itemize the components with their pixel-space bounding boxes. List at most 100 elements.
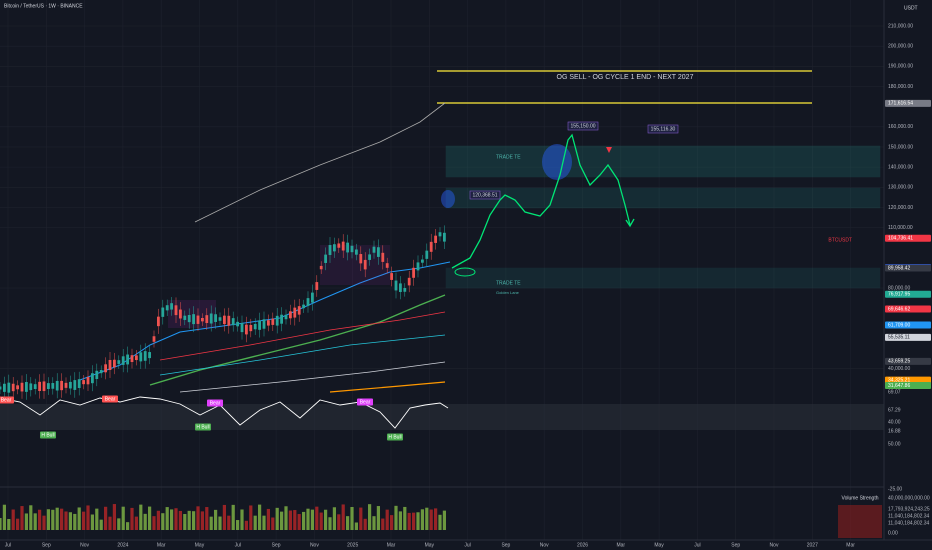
volume-bar (130, 507, 134, 530)
volume-bar (222, 504, 226, 530)
ma-red (159, 311, 446, 361)
volume-bar (24, 513, 28, 530)
price-tick-label: 180,000.00 (888, 84, 913, 90)
candle-body (130, 355, 134, 363)
time-tick-label: 2027 (807, 542, 818, 548)
volume-bar (11, 509, 15, 530)
price-tick-label: 120,000.00 (888, 205, 913, 211)
candle-body (11, 383, 15, 392)
candle-body (293, 307, 297, 318)
candle-body (434, 235, 437, 243)
volume-bar (134, 516, 138, 530)
price-badge (885, 376, 931, 384)
indicator-label-box (207, 399, 223, 407)
indicator-label-box (357, 398, 373, 406)
price-badge (885, 264, 931, 272)
volume-bar (249, 505, 253, 530)
volume-bar (73, 513, 77, 530)
candle-body (82, 380, 85, 385)
volume-bars (0, 504, 446, 530)
price-badge-label: 104,736.41 (888, 236, 913, 242)
candle-body (91, 373, 94, 384)
price-tick-label: 190,000.00 (888, 64, 913, 70)
volume-bar (319, 512, 323, 530)
candle-body (368, 254, 371, 260)
indicator-tick-label: 67.29 (888, 407, 901, 413)
volume-bar (205, 507, 209, 530)
volume-bar (55, 507, 59, 530)
volume-bar (60, 508, 64, 530)
indicator-label: H Bull (388, 434, 401, 440)
candle-body (249, 324, 253, 332)
price-badge-label: 34,325.21 (888, 377, 910, 383)
candle-body (284, 314, 288, 320)
time-tick-label: Sep (731, 542, 740, 548)
candle-body (306, 298, 310, 306)
volume-bar (258, 504, 262, 530)
candle-body (187, 314, 191, 323)
volume-bar (416, 512, 420, 530)
rsi-band (0, 404, 884, 430)
volume-bar (42, 515, 46, 530)
volume-bar (152, 516, 156, 530)
zone-lower (445, 267, 881, 289)
volume-bar (99, 519, 103, 530)
volume-bar (0, 518, 2, 530)
candle-body (86, 377, 90, 385)
indicator-tick-label: 50.00 (888, 441, 901, 447)
volume-bar (143, 513, 147, 530)
candle-body (245, 324, 248, 335)
candle-body (174, 305, 178, 316)
projection-path (451, 133, 631, 269)
time-tick-label: Nov (310, 542, 319, 548)
volume-bar (104, 506, 108, 530)
candle-body (267, 320, 270, 326)
volume-tick-label: 0.00 (888, 530, 898, 536)
candle-body (377, 247, 380, 257)
candle-body (385, 263, 389, 268)
volume-bar (236, 520, 240, 530)
candle-body (443, 232, 446, 242)
candle-body (324, 254, 327, 263)
candles (0, 225, 446, 401)
candle-body (165, 305, 169, 311)
candle-body (289, 311, 292, 319)
ma-white (179, 361, 446, 393)
price-badge-label: 31,647.86 (888, 383, 910, 389)
candle-body (196, 315, 200, 324)
volume-bar (346, 516, 350, 530)
volume-bar (394, 505, 398, 530)
price-badge-label: 89,958.42 (888, 265, 910, 271)
candle-body (157, 316, 160, 327)
volume-bar (77, 507, 81, 530)
volume-bar (390, 515, 394, 530)
volume-bar (398, 511, 402, 530)
volume-bar (337, 514, 341, 530)
upper-band (194, 102, 446, 223)
volume-bar (293, 510, 297, 530)
volume-bar (38, 509, 42, 530)
price-badge (885, 357, 931, 365)
volume-bar (275, 507, 279, 530)
volume-bar (16, 518, 20, 530)
indicator-label: H Bull (196, 424, 209, 430)
price-tick-label: 150,000.00 (888, 144, 913, 150)
time-tick-label: Sep (272, 542, 281, 548)
indicator-label-box (0, 396, 14, 404)
indicator-tick-label: 40.00 (888, 419, 901, 425)
candle-body (328, 245, 332, 255)
volume-bar (156, 510, 160, 530)
candle-body (399, 283, 402, 292)
candle-body (372, 246, 376, 253)
price-badge (885, 305, 931, 313)
volume-bar (425, 507, 429, 530)
price-badge (885, 234, 931, 242)
volume-bar (328, 517, 332, 530)
time-tick-label: Nov (770, 542, 779, 548)
volume-strength-box (838, 505, 882, 538)
volume-bar (46, 509, 50, 530)
indicator-label-box (40, 431, 56, 439)
target-box (647, 124, 679, 134)
indicator-label: Bear (360, 399, 371, 405)
volume-title: Volume Strength (842, 495, 879, 501)
